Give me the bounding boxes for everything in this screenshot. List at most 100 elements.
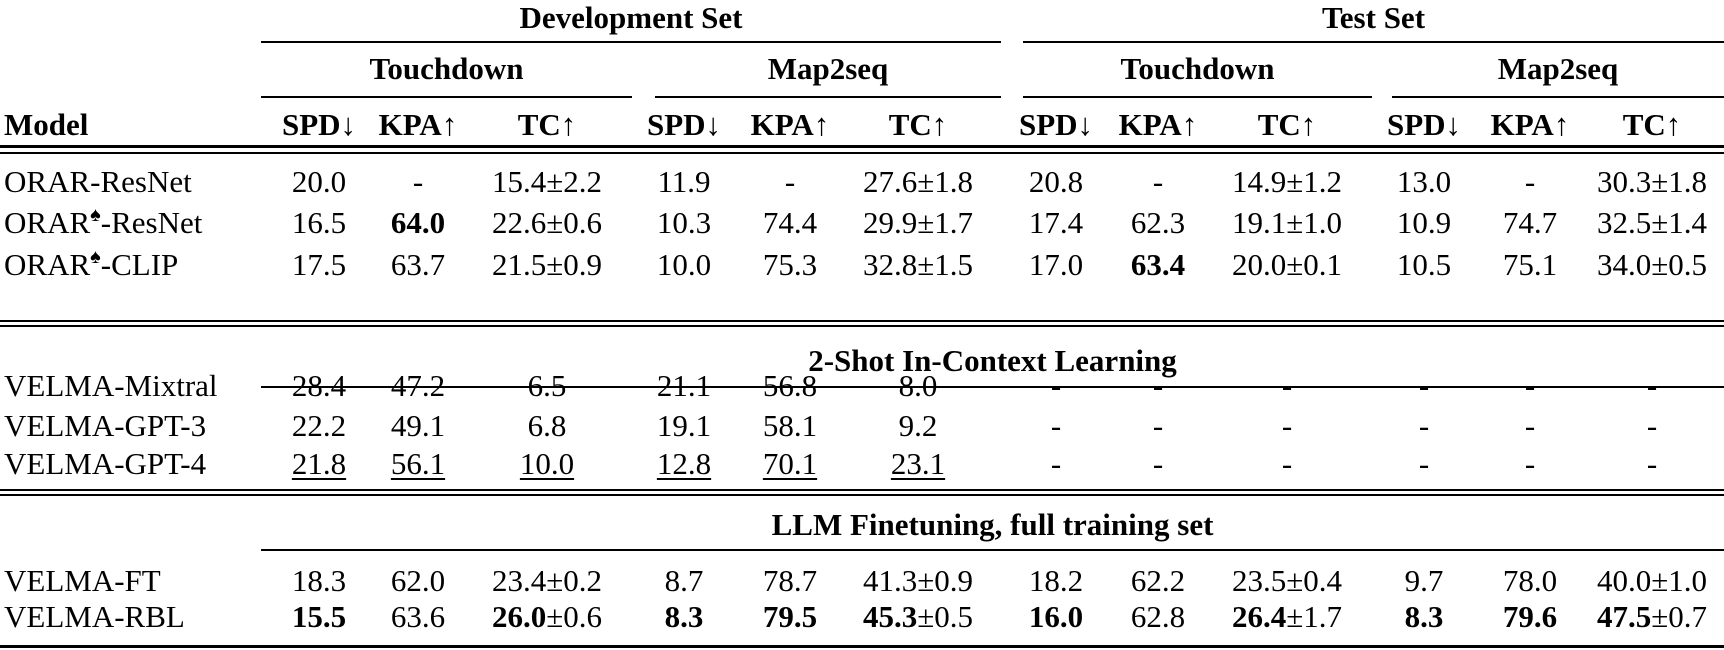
table-cell: - [1647, 448, 1657, 479]
table-cell: 56.1 [391, 448, 445, 479]
cell-value: 62.2 [1130, 563, 1186, 598]
table-cell: 23.4±0.2 [492, 565, 602, 596]
cell-value: 32.8±1.5 [862, 247, 974, 282]
table-cell: 45.3±0.5 [863, 601, 973, 632]
table-cell: - [1282, 410, 1292, 441]
metric-header: SPD↓ [646, 107, 722, 142]
model-name-suffix: -ResNet [90, 164, 192, 199]
cell-value: - [1418, 408, 1430, 443]
table-cell: 10.3 [657, 207, 711, 238]
table-cell: 75.3 [763, 249, 817, 280]
section-rule [261, 386, 1724, 388]
section-title: 2-Shot In-Context Learning [808, 343, 1177, 378]
cell-value: 30.3±1.8 [1596, 164, 1708, 199]
table-cell: 18.2 [1029, 565, 1083, 596]
model-name-suffix: -ResNet [100, 205, 203, 240]
table-cell: 63.6 [391, 601, 445, 632]
table-cell: 10.0 [520, 448, 574, 479]
model-name: VELMA-FT [4, 565, 161, 596]
header-rule-thin [0, 152, 1724, 154]
cell-value: - [1050, 368, 1062, 403]
table-cell: 13.0 [1397, 166, 1451, 197]
table-cell: 27.6±1.8 [863, 166, 973, 197]
underlined-value: 23.1 [890, 446, 946, 481]
table-cell: 32.5±1.4 [1597, 207, 1707, 238]
table-cell: - [1153, 448, 1163, 479]
table-cell: 23.1 [891, 448, 945, 479]
metric-header: TC↑ [517, 107, 577, 142]
cell-value: 20.8 [1028, 164, 1084, 199]
cell-value: 49.1 [390, 408, 446, 443]
underlined-value: 21.8 [291, 446, 347, 481]
spade-icon: ♠ [90, 246, 101, 268]
section-separator [0, 489, 1724, 491]
bold-value: 79.5 [762, 599, 818, 634]
table-cell: 34.0±0.5 [1597, 249, 1707, 280]
table-cell: 15.4±2.2 [492, 166, 602, 197]
model-name: VELMA-GPT-3 [4, 410, 206, 441]
table-cell: 75.1 [1503, 249, 1557, 280]
cell-value: - [1281, 446, 1293, 481]
table-cell: 6.8 [528, 410, 567, 441]
table-cell: 62.0 [391, 565, 445, 596]
table-cell: 8.3 [1405, 601, 1444, 632]
model-name: VELMA-GPT-4 [4, 448, 206, 479]
table-cell: 8.3 [665, 601, 704, 632]
cell-value: 18.3 [291, 563, 347, 598]
bold-value: 16.0 [1028, 599, 1084, 634]
model-name-suffix: -CLIP [100, 247, 179, 282]
cell-value: 8.0 [898, 368, 938, 403]
group-header: Test Set [1321, 0, 1426, 35]
table-cell: 22.6±0.6 [492, 207, 602, 238]
model-name-base: VELMA-Mixtral [4, 368, 218, 403]
metric-header: KPA↑ [1490, 107, 1570, 142]
table-cell: - [1419, 370, 1429, 401]
table-cell: 21.5±0.9 [492, 249, 602, 280]
table-cell: 16.5 [292, 207, 346, 238]
table-cell: 41.3±0.9 [863, 565, 973, 596]
cell-value: ±1.7 [1286, 599, 1343, 634]
bold-value: 64.0 [390, 205, 446, 240]
table-cell: 22.2 [292, 410, 346, 441]
table-cell: - [1051, 370, 1061, 401]
table-cell: - [1153, 166, 1163, 197]
table-cell: - [1525, 370, 1535, 401]
model-name: ORAR-ResNet [4, 166, 192, 197]
model-name-base: VELMA-RBL [4, 599, 185, 634]
metric-header: SPD↓ [1386, 107, 1462, 142]
cell-value: ±0.7 [1651, 599, 1708, 634]
cell-value: 17.0 [1028, 247, 1084, 282]
cell-value: - [1152, 164, 1164, 199]
cell-value: - [784, 164, 796, 199]
cell-value: 23.4±0.2 [491, 563, 603, 598]
metric-header: KPA↑ [1118, 107, 1198, 142]
table-cell: 19.1±1.0 [1232, 207, 1342, 238]
table-cell: 17.4 [1029, 207, 1083, 238]
cell-value: 13.0 [1396, 164, 1452, 199]
underlined-value: 56.1 [390, 446, 446, 481]
table-cell: 32.8±1.5 [863, 249, 973, 280]
cell-value: 9.2 [898, 408, 938, 443]
table-cell: 16.0 [1029, 601, 1083, 632]
table-cell: 9.2 [899, 410, 938, 441]
table-cell: - [1282, 370, 1292, 401]
cell-value: 20.0±0.1 [1231, 247, 1343, 282]
cell-value: 18.2 [1028, 563, 1084, 598]
cell-value: 28.4 [291, 368, 347, 403]
cell-value: 21.1 [656, 368, 712, 403]
dataset-rule [1392, 96, 1724, 98]
metric-header: SPD↓ [1018, 107, 1094, 142]
cell-value: 22.6±0.6 [491, 205, 603, 240]
cell-value: - [1152, 368, 1164, 403]
cell-value: ±0.5 [917, 599, 974, 634]
table-cell: 15.5 [292, 601, 346, 632]
cell-value: 78.7 [762, 563, 818, 598]
table-cell: 6.5 [528, 370, 567, 401]
table-cell: 20.0 [292, 166, 346, 197]
table-cell: 28.4 [292, 370, 346, 401]
cell-value: 6.5 [527, 368, 567, 403]
table-cell: 26.4±1.7 [1232, 601, 1342, 632]
cell-value: - [412, 164, 424, 199]
cell-value: 47.2 [390, 368, 446, 403]
